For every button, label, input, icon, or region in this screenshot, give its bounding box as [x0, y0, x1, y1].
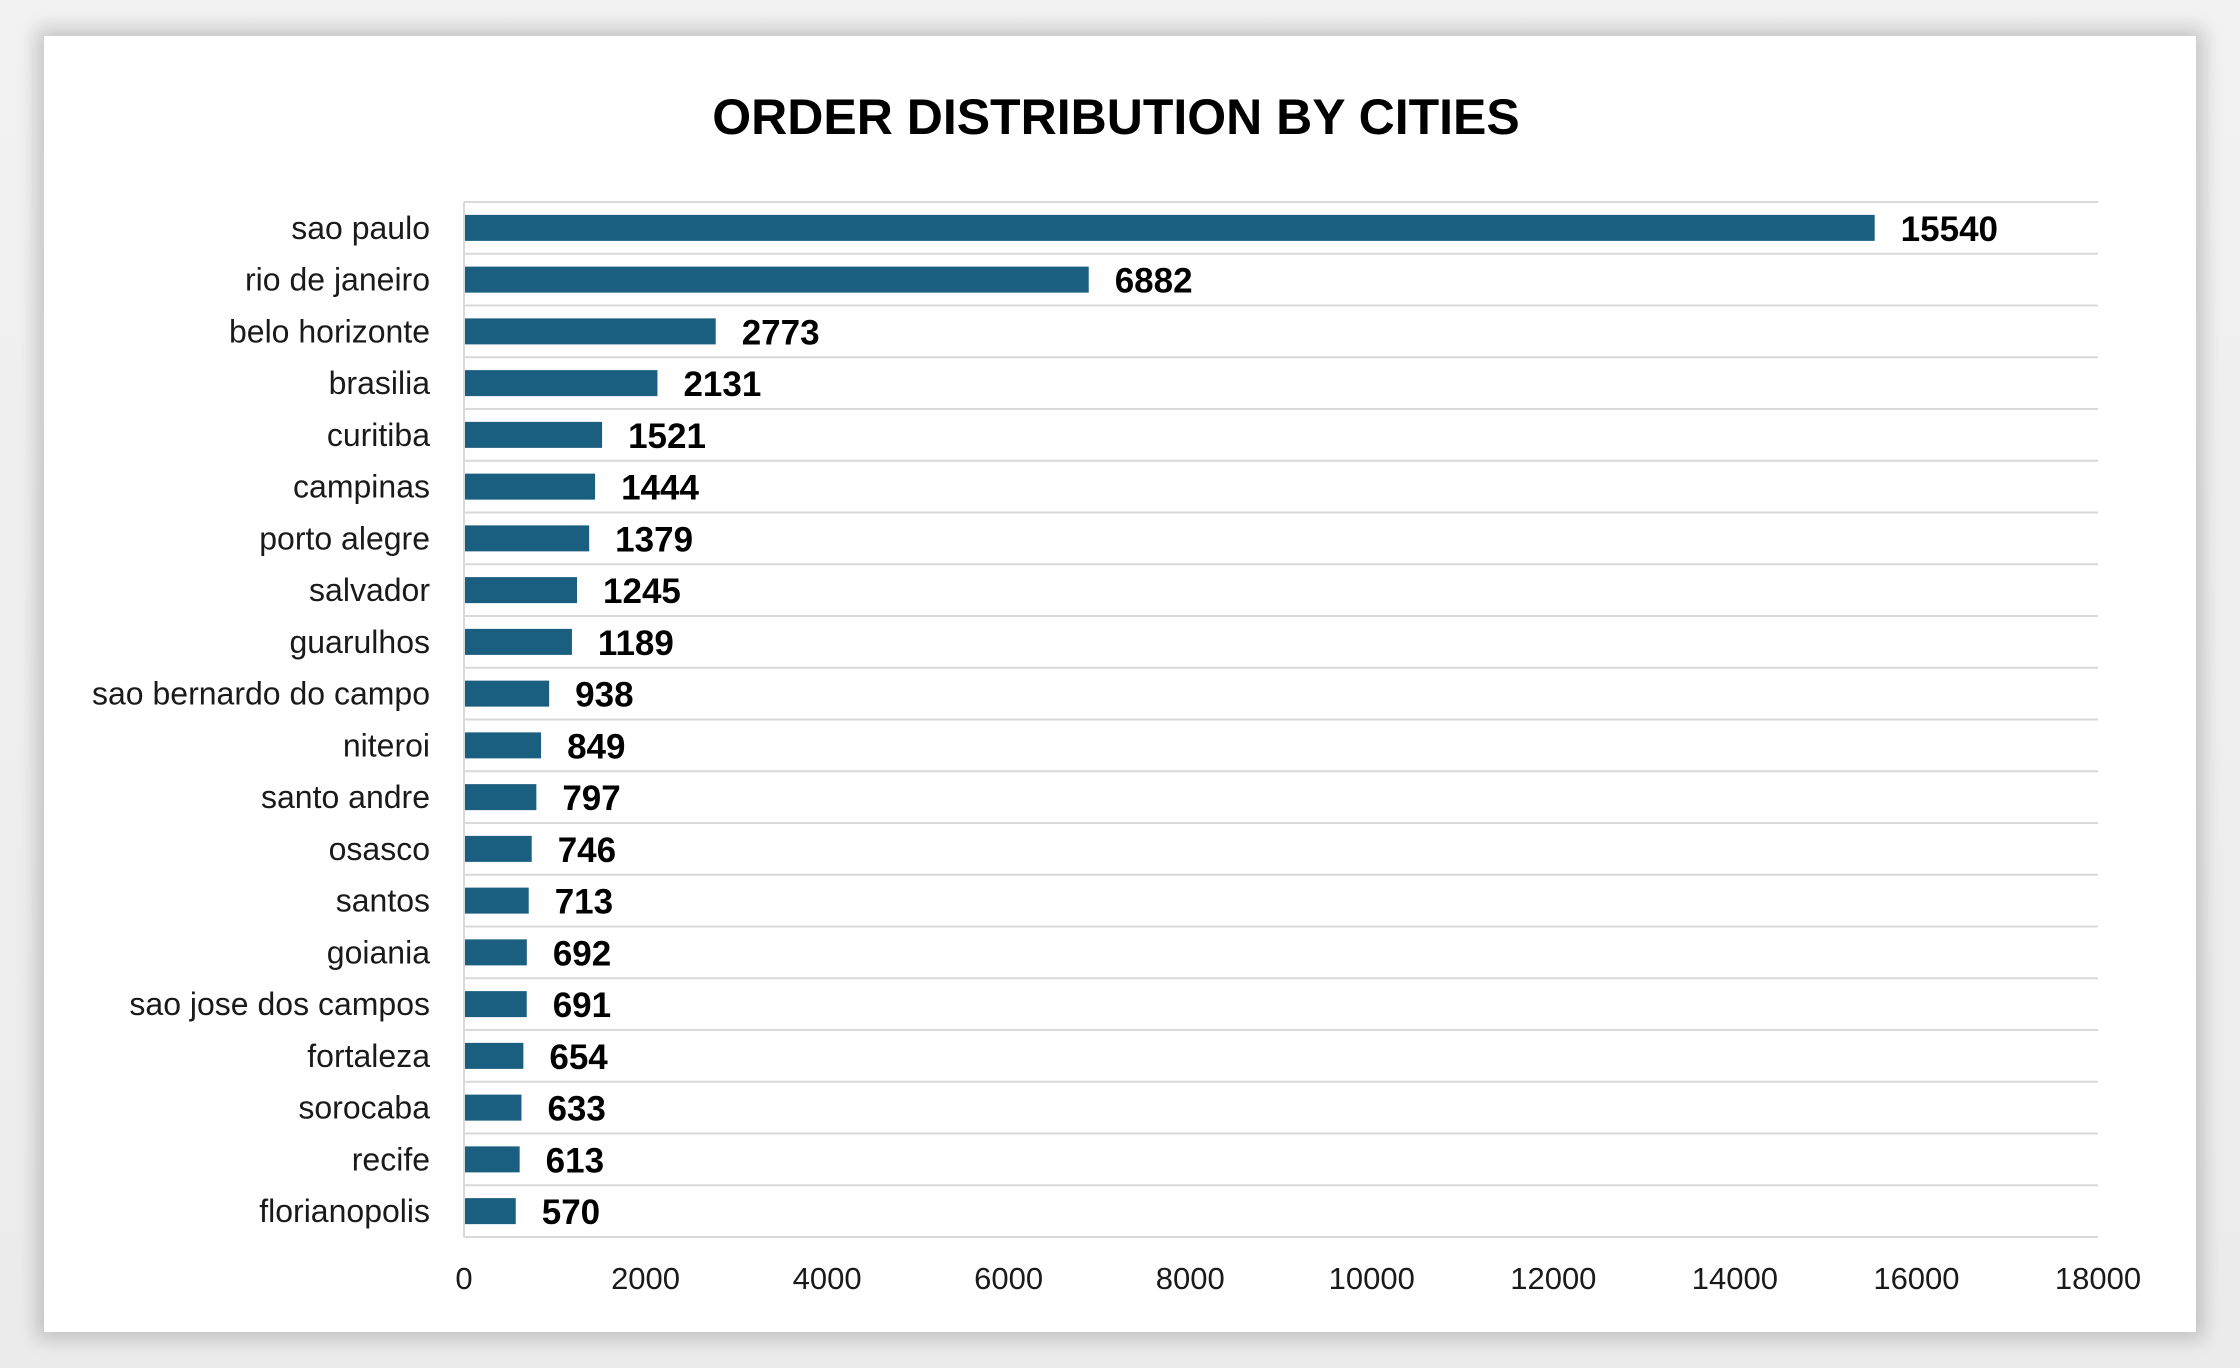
- category-label: salvador: [309, 572, 430, 608]
- bar: [465, 473, 596, 500]
- x-tick-label: 12000: [1510, 1261, 1596, 1296]
- category-label: niteroi: [343, 727, 430, 763]
- data-label: 654: [549, 1038, 608, 1077]
- data-label: 1245: [603, 572, 681, 611]
- bar: [465, 628, 572, 655]
- x-tick-label: 4000: [793, 1261, 862, 1296]
- category-label: sao paulo: [291, 210, 430, 246]
- category-label: curitiba: [327, 417, 430, 453]
- x-tick-label: 10000: [1329, 1261, 1415, 1296]
- bar: [465, 266, 1089, 293]
- data-label: 746: [558, 831, 616, 870]
- grid-lines: [463, 201, 2098, 1238]
- category-labels: sao paulo rio de janeiro belo horizonte bra…: [92, 210, 430, 1229]
- x-tick-label: 0: [455, 1261, 472, 1296]
- category-label: recife: [352, 1141, 430, 1177]
- data-label: 938: [575, 676, 633, 715]
- bar-chart: ORDER DISTRIBUTION BY CITIES sao paulo ri…: [92, 89, 2141, 1296]
- category-label: florianopolis: [259, 1193, 430, 1229]
- bar: [465, 525, 590, 552]
- data-label: 613: [546, 1141, 604, 1180]
- x-tick-label: 6000: [974, 1261, 1043, 1296]
- category-label: sao bernardo do campo: [92, 676, 430, 712]
- data-label: 2131: [683, 365, 761, 404]
- bar: [465, 784, 537, 811]
- category-label: guarulhos: [289, 624, 430, 660]
- data-label: 692: [553, 934, 611, 973]
- category-label: sao jose dos campos: [129, 986, 430, 1022]
- data-label: 15540: [1901, 210, 1998, 249]
- data-label: 1444: [621, 469, 699, 508]
- bars: [465, 214, 1875, 1225]
- chart-title: ORDER DISTRIBUTION BY CITIES: [712, 89, 1519, 145]
- x-tick-label: 18000: [2055, 1261, 2141, 1296]
- category-label: osasco: [329, 831, 430, 867]
- data-label: 691: [553, 986, 611, 1025]
- data-label: 713: [555, 883, 613, 922]
- bar: [465, 887, 529, 914]
- bar: [465, 214, 1875, 241]
- data-label: 6882: [1115, 262, 1193, 301]
- x-tick-label: 8000: [1156, 1261, 1225, 1296]
- x-tick-label: 16000: [1873, 1261, 1959, 1296]
- category-label: belo horizonte: [229, 313, 430, 349]
- data-label: 2773: [742, 313, 820, 352]
- data-label: 849: [567, 727, 625, 766]
- bar: [465, 680, 550, 707]
- bar: [465, 318, 716, 345]
- bar: [465, 1042, 524, 1069]
- bar: [465, 991, 527, 1018]
- bar: [465, 1146, 520, 1173]
- data-label: 570: [542, 1193, 600, 1232]
- category-label: goiania: [327, 934, 430, 970]
- category-label: santo andre: [261, 779, 430, 815]
- category-label: brasilia: [329, 365, 431, 401]
- x-axis-ticks: 0 2000 4000 6000 8000 10000 12000 14000 16000 180…: [455, 1261, 2141, 1296]
- category-label: santos: [336, 883, 430, 919]
- data-label: 1189: [598, 624, 674, 663]
- bar: [465, 1094, 522, 1121]
- bar: [465, 732, 542, 759]
- bar: [465, 835, 532, 862]
- bar: [465, 939, 527, 966]
- category-label: rio de janeiro: [245, 262, 430, 298]
- category-label: fortaleza: [307, 1038, 430, 1074]
- x-tick-label: 2000: [611, 1261, 680, 1296]
- bar: [465, 577, 578, 604]
- data-label: 1379: [615, 520, 693, 559]
- data-label: 633: [547, 1090, 605, 1129]
- category-label: porto alegre: [259, 520, 430, 556]
- value-labels: 15540 6882 2773 2131 1521 1444 1379 1245 1189 938…: [542, 210, 1998, 1232]
- chart-card: ORDER DISTRIBUTION BY CITIES sao paulo ri…: [44, 36, 2196, 1332]
- x-tick-label: 14000: [1692, 1261, 1778, 1296]
- category-label: campinas: [293, 469, 430, 505]
- data-label: 797: [562, 779, 620, 818]
- data-label: 1521: [628, 417, 706, 456]
- bar: [465, 421, 603, 448]
- bar: [465, 370, 658, 397]
- category-label: sorocaba: [298, 1090, 430, 1126]
- bar: [465, 1198, 516, 1225]
